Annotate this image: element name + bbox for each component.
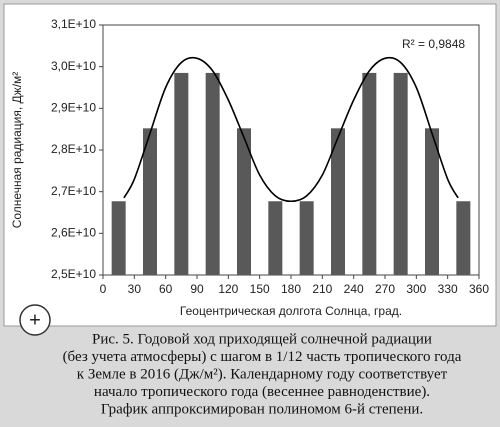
bar <box>205 72 220 276</box>
expand-icon[interactable]: + <box>29 309 41 331</box>
x-tick-label: 210 <box>312 282 332 296</box>
caption-line: График аппроксимирован полиномом 6-й сте… <box>101 401 423 417</box>
x-tick-label: 360 <box>469 282 489 296</box>
bar <box>111 201 126 275</box>
x-tick-label: 90 <box>190 282 204 296</box>
y-tick-label: 2,9E+10 <box>51 101 96 115</box>
bar <box>143 128 157 275</box>
bar <box>393 72 408 276</box>
x-tick-label: 0 <box>100 282 107 296</box>
bar <box>425 128 439 275</box>
y-tick-label: 3,1E+10 <box>51 17 96 31</box>
x-tick-label: 120 <box>218 282 238 296</box>
trend-line <box>123 56 459 203</box>
x-axis-title: Геоцентрическая долгота Солнца, град. <box>180 304 402 318</box>
bar <box>299 201 314 275</box>
x-tick-label: 240 <box>344 282 364 296</box>
bar <box>362 72 377 276</box>
bar <box>268 201 283 275</box>
x-tick-label: 60 <box>159 282 173 296</box>
x-tick-label: 150 <box>250 282 270 296</box>
bar <box>174 72 189 276</box>
caption-line: Рис. 5. Годовой ход приходящей солнечной… <box>92 331 432 347</box>
bar <box>237 128 251 275</box>
caption-line: начало тропического года (весеннее равно… <box>94 384 430 400</box>
x-tick-label: 180 <box>281 282 301 296</box>
caption-line: (без учета атмосферы) с шагом в 1/12 час… <box>63 349 462 365</box>
y-tick-label: 2,7E+10 <box>51 184 96 198</box>
y-axis-title: Солнечная радиация, Дж/м² <box>10 72 24 229</box>
caption-line: к Земле в 2016 (Дж/м²). Календарному год… <box>77 366 448 382</box>
x-tick-label: 30 <box>128 282 142 296</box>
bar <box>331 128 345 275</box>
bar <box>456 201 471 275</box>
annotation: R² = 0,9848 <box>402 37 465 51</box>
expand-button[interactable] <box>19 304 51 336</box>
y-tick-label: 2,5E+10 <box>51 267 96 281</box>
y-tick-label: 3,0E+10 <box>51 59 96 73</box>
y-tick-label: 2,8E+10 <box>51 142 96 156</box>
y-tick-label: 2,6E+10 <box>51 226 96 240</box>
caption: Рис. 5. Годовой ход приходящей солнечной… <box>63 331 462 417</box>
x-tick-label: 270 <box>375 282 395 296</box>
x-tick-label: 330 <box>438 282 458 296</box>
x-tick-label: 300 <box>406 282 426 296</box>
